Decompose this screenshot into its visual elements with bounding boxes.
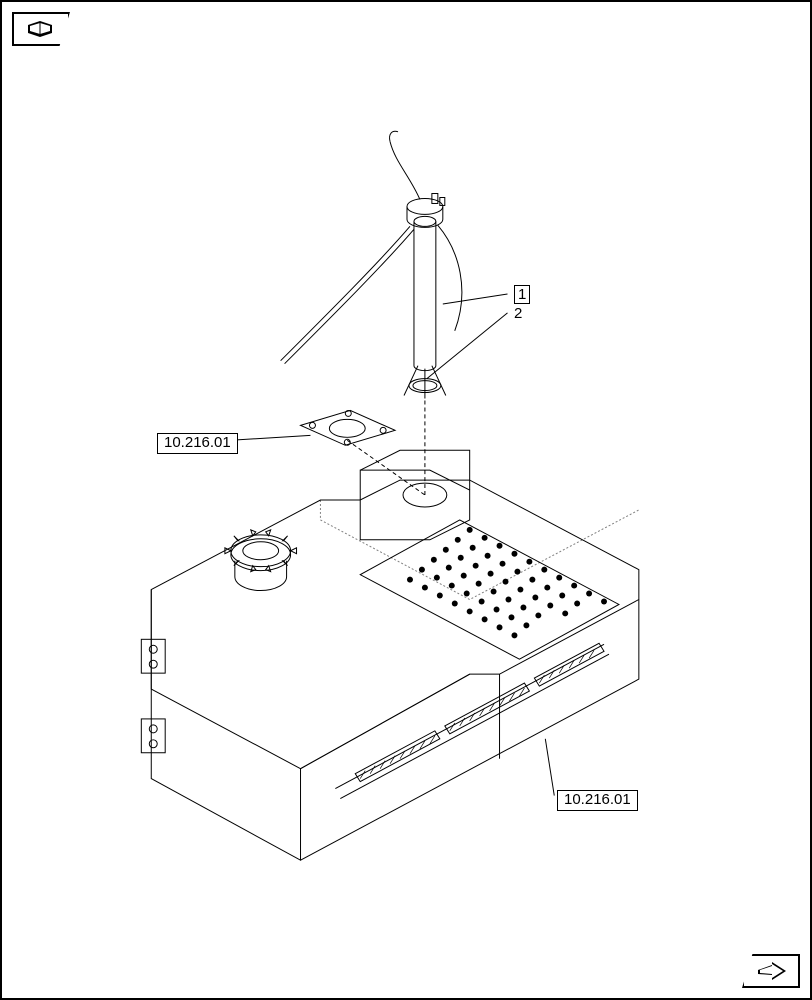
lower-step-ribs [335, 643, 609, 798]
parts-diagram [2, 2, 810, 998]
tread-plate [360, 520, 619, 659]
diagram-page: 1 2 10.216.01 10.216.01 [0, 0, 812, 1000]
filler-cap [225, 530, 297, 591]
item-label-2: 2 [514, 305, 522, 322]
item-label-1: 1 [514, 285, 530, 304]
ref-box-2: 10.216.01 [557, 790, 638, 811]
ref-box-1: 10.216.01 [157, 433, 238, 454]
sender-assembly [281, 131, 462, 398]
